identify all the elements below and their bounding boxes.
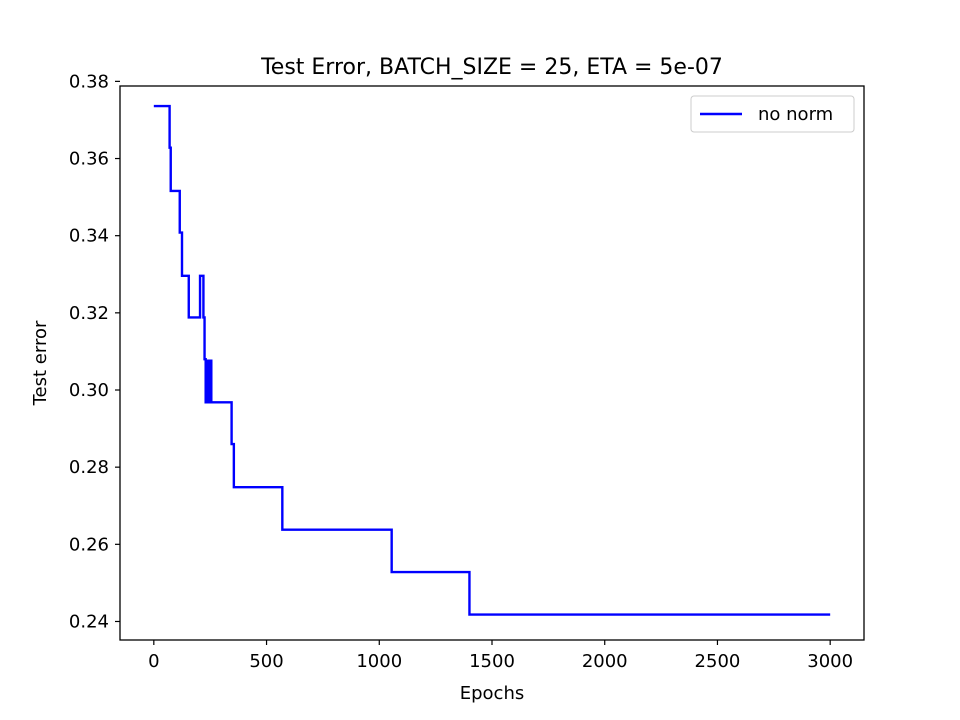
x-tick-label: 2000 xyxy=(582,651,628,672)
x-tick-label: 2500 xyxy=(695,651,741,672)
y-tick-label: 0.36 xyxy=(69,149,109,170)
y-tick-label: 0.28 xyxy=(69,457,109,478)
y-axis: 0.24 0.26 0.28 0.30 0.32 0.34 0.36 0.38 xyxy=(69,71,120,632)
plot-area xyxy=(153,104,831,616)
y-tick-label: 0.34 xyxy=(69,226,109,247)
x-tick-label: 1000 xyxy=(356,651,402,672)
series-line-no-norm xyxy=(153,104,831,616)
x-tick-label: 500 xyxy=(249,651,283,672)
y-tick-label: 0.26 xyxy=(69,534,109,555)
x-axis-label: Epochs xyxy=(460,683,525,704)
y-tick-label: 0.30 xyxy=(69,380,109,401)
y-tick-label: 0.24 xyxy=(69,611,109,632)
legend: no norm xyxy=(690,95,855,133)
legend-label-no-norm: no norm xyxy=(758,104,833,125)
y-tick-label: 0.32 xyxy=(69,303,109,324)
x-axis: 0 500 1000 1500 2000 2500 3000 xyxy=(148,640,853,672)
x-tick-label: 1500 xyxy=(469,651,515,672)
legend-box xyxy=(690,95,855,133)
chart-title: Test Error, BATCH_SIZE = 25, ETA = 5e-07 xyxy=(260,55,723,80)
x-tick-label: 3000 xyxy=(807,651,853,672)
y-tick-label: 0.38 xyxy=(69,71,109,92)
y-axis-label: Test error xyxy=(30,320,51,406)
x-tick-label: 0 xyxy=(148,651,159,672)
